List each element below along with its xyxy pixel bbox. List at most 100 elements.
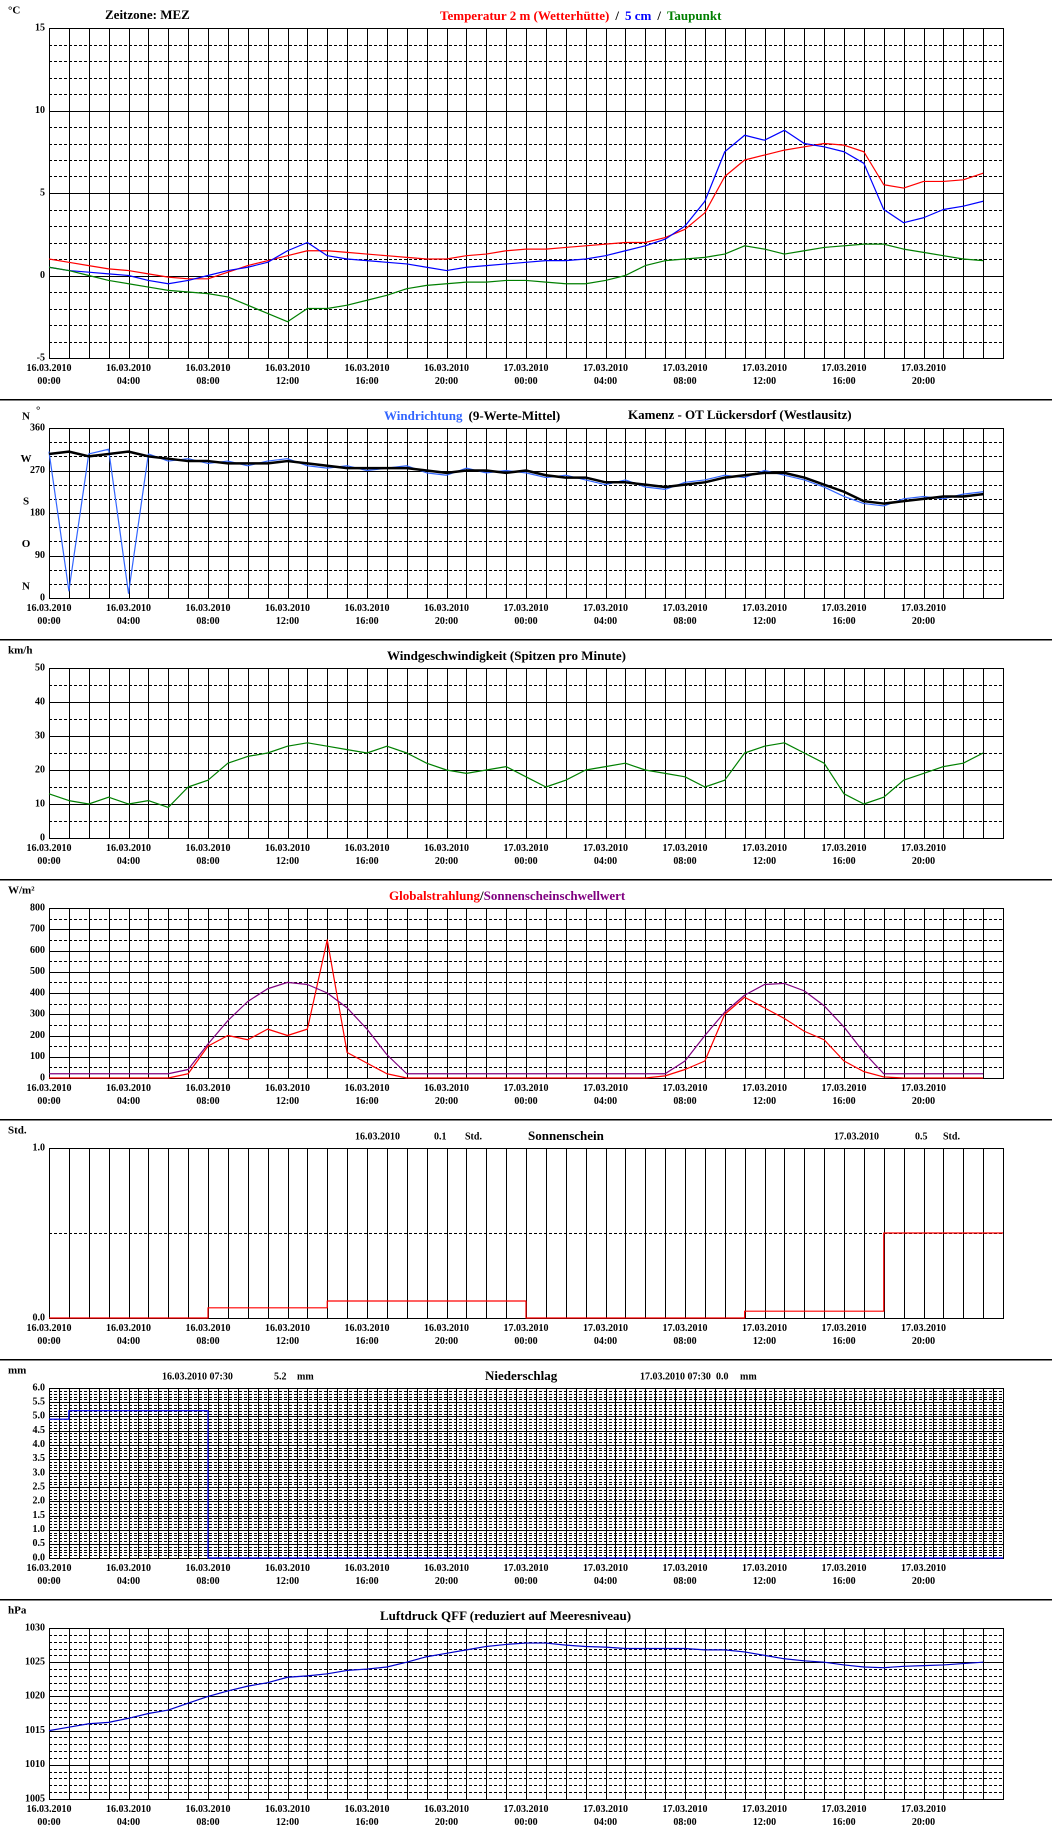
x-tick-date: 16.03.2010 bbox=[345, 1323, 390, 1334]
x-tick-time: 00:00 bbox=[37, 376, 60, 387]
x-tick-date: 16.03.2010 bbox=[345, 1083, 390, 1094]
x-tick-time: 16:00 bbox=[355, 1817, 378, 1828]
y-tick-label: 90 bbox=[35, 550, 45, 561]
x-tick-label: 16.03.2010 12:00 bbox=[265, 603, 310, 627]
x-tick-time: 20:00 bbox=[912, 856, 935, 867]
x-tick-label: 16.03.2010 12:00 bbox=[265, 363, 310, 387]
x-tick-time: 16:00 bbox=[355, 1096, 378, 1107]
x-tick-label: 16.03.2010 08:00 bbox=[186, 1804, 231, 1828]
x-tick-time: 20:00 bbox=[435, 1096, 458, 1107]
x-tick-date: 17.03.2010 bbox=[504, 1563, 549, 1574]
x-tick-label: 16.03.2010 04:00 bbox=[106, 1323, 151, 1347]
x-tick-time: 00:00 bbox=[37, 1817, 60, 1828]
plot-frame bbox=[49, 428, 1004, 599]
x-tick-label: 17.03.2010 12:00 bbox=[742, 1804, 787, 1828]
x-tick-time: 04:00 bbox=[117, 616, 140, 627]
y-tick-label: 400 bbox=[30, 987, 45, 998]
x-tick-date: 16.03.2010 bbox=[186, 1563, 231, 1574]
x-tick-date: 16.03.2010 bbox=[265, 1804, 310, 1815]
x-tick-date: 16.03.2010 bbox=[265, 1563, 310, 1574]
x-tick-label: 16.03.2010 20:00 bbox=[424, 363, 469, 387]
x-tick-label: 16.03.2010 08:00 bbox=[186, 1563, 231, 1587]
x-tick-label: 17.03.2010 20:00 bbox=[901, 1804, 946, 1828]
y-tick-label: 100 bbox=[30, 1051, 45, 1062]
compass-label: O bbox=[22, 538, 31, 550]
compass-label: W bbox=[21, 453, 32, 465]
y-tick-label: 1025 bbox=[25, 1656, 45, 1667]
x-tick-date: 17.03.2010 bbox=[901, 1804, 946, 1815]
y-tick-label: 300 bbox=[30, 1009, 45, 1020]
y-tick-label: 0 bbox=[40, 1072, 45, 1083]
y-tick-label: 0.5 bbox=[33, 1538, 46, 1549]
y-tick-label: 500 bbox=[30, 966, 45, 977]
x-tick-label: 16.03.2010 20:00 bbox=[424, 843, 469, 867]
x-tick-label: 16.03.2010 12:00 bbox=[265, 843, 310, 867]
x-tick-label: 17.03.2010 16:00 bbox=[822, 363, 867, 387]
x-tick-label: 17.03.2010 20:00 bbox=[901, 843, 946, 867]
x-tick-date: 16.03.2010 bbox=[345, 1563, 390, 1574]
y-tick-label: 30 bbox=[35, 730, 45, 741]
data-line bbox=[49, 1232, 1003, 1319]
x-tick-label: 17.03.2010 20:00 bbox=[901, 603, 946, 627]
x-tick-label: 16.03.2010 04:00 bbox=[106, 1804, 151, 1828]
x-tick-date: 16.03.2010 bbox=[186, 1083, 231, 1094]
y-tick-label: 0 bbox=[40, 592, 45, 603]
plot-frame bbox=[49, 668, 1004, 839]
legend-separator: / bbox=[656, 8, 661, 23]
x-tick-time: 16:00 bbox=[355, 856, 378, 867]
x-tick-date: 16.03.2010 bbox=[345, 603, 390, 614]
y-tick-label: 3.5 bbox=[33, 1453, 46, 1464]
x-tick-date: 17.03.2010 bbox=[583, 1083, 628, 1094]
x-tick-time: 20:00 bbox=[435, 856, 458, 867]
x-tick-date: 17.03.2010 bbox=[583, 1804, 628, 1815]
x-tick-label: 17.03.2010 20:00 bbox=[901, 1083, 946, 1107]
x-tick-label: 17.03.2010 16:00 bbox=[822, 1323, 867, 1347]
y-tick-label: -5 bbox=[37, 352, 45, 363]
legend-entry: (9-Werte-Mittel) bbox=[469, 408, 561, 423]
y-tick-label: 1.5 bbox=[33, 1510, 46, 1521]
x-tick-date: 16.03.2010 bbox=[106, 843, 151, 854]
annotation: mm bbox=[740, 1371, 757, 1382]
y-unit: hPa bbox=[8, 1605, 27, 1617]
data-line bbox=[49, 1410, 1003, 1559]
x-tick-time: 00:00 bbox=[514, 1817, 537, 1828]
x-tick-date: 17.03.2010 bbox=[583, 1323, 628, 1334]
x-tick-time: 08:00 bbox=[673, 1576, 696, 1587]
y-tick-label: 2.5 bbox=[33, 1481, 46, 1492]
data-line bbox=[48, 450, 984, 505]
annotation: 16.03.2010 bbox=[355, 1131, 400, 1142]
x-tick-time: 12:00 bbox=[276, 1096, 299, 1107]
y-tick-label: 6.0 bbox=[33, 1382, 46, 1393]
y-unit: Std. bbox=[8, 1125, 27, 1137]
y-tick-label: 1030 bbox=[25, 1622, 45, 1633]
x-tick-time: 12:00 bbox=[276, 856, 299, 867]
x-tick-date: 16.03.2010 bbox=[27, 1083, 72, 1094]
x-tick-time: 08:00 bbox=[196, 1336, 219, 1347]
x-tick-label: 17.03.2010 00:00 bbox=[504, 843, 549, 867]
x-tick-time: 08:00 bbox=[196, 616, 219, 627]
data-line bbox=[49, 939, 984, 1079]
x-tick-date: 16.03.2010 bbox=[424, 1563, 469, 1574]
x-tick-label: 17.03.2010 16:00 bbox=[822, 1563, 867, 1587]
x-tick-date: 17.03.2010 bbox=[822, 1563, 867, 1574]
x-tick-time: 04:00 bbox=[594, 616, 617, 627]
y-tick-label: 20 bbox=[35, 764, 45, 775]
x-tick-time: 20:00 bbox=[912, 1576, 935, 1587]
x-tick-date: 17.03.2010 bbox=[742, 843, 787, 854]
x-tick-time: 16:00 bbox=[832, 376, 855, 387]
x-tick-label: 17.03.2010 08:00 bbox=[663, 1563, 708, 1587]
x-tick-label: 17.03.2010 04:00 bbox=[583, 1804, 628, 1828]
legend-separator: / bbox=[614, 8, 619, 23]
x-tick-date: 16.03.2010 bbox=[27, 603, 72, 614]
annotation: 16.03.2010 07:30 bbox=[162, 1371, 233, 1382]
x-tick-date: 17.03.2010 bbox=[583, 363, 628, 374]
y-tick-label: 5 bbox=[40, 187, 45, 198]
x-tick-label: 16.03.2010 04:00 bbox=[106, 363, 151, 387]
x-tick-date: 17.03.2010 bbox=[901, 1563, 946, 1574]
x-tick-date: 16.03.2010 bbox=[424, 363, 469, 374]
x-tick-date: 16.03.2010 bbox=[106, 363, 151, 374]
annotation: Std. bbox=[943, 1131, 960, 1142]
x-tick-time: 00:00 bbox=[37, 616, 60, 627]
y-tick-label: 0 bbox=[40, 270, 45, 281]
y-tick-label: 600 bbox=[30, 945, 45, 956]
